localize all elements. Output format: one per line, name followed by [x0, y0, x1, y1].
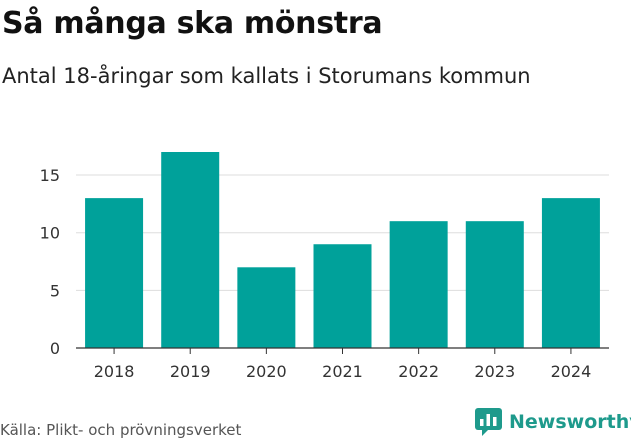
y-tick-label-10: 10: [40, 224, 60, 243]
y-tick-label-0: 0: [50, 339, 60, 358]
x-tick-label-2018: 2018: [94, 362, 135, 381]
bar-2020: [237, 267, 296, 348]
newsworthy-logo-icon: [475, 408, 502, 436]
x-tick-label-2022: 2022: [398, 362, 439, 381]
chart-title: Så många ska mönstra: [2, 6, 383, 41]
bar-2023: [465, 221, 524, 348]
x-tick-label-2023: 2023: [474, 362, 515, 381]
x-tick-label-2024: 2024: [551, 362, 592, 381]
x-tick-label-2020: 2020: [246, 362, 287, 381]
bar-2019: [161, 152, 220, 348]
newsworthy-logo: Newsworthy: [475, 407, 631, 437]
x-tick-labels: 2018 2019 2020 2021 2022 2023 2024: [94, 362, 592, 381]
bar-2018: [85, 198, 144, 348]
x-axis: [76, 347, 609, 354]
brand-name: Newsworthy: [509, 411, 631, 433]
y-tick-label-15: 15: [40, 166, 60, 185]
x-tick-label-2019: 2019: [170, 362, 211, 381]
x-tick-label-2021: 2021: [322, 362, 363, 381]
bar-2024: [541, 198, 600, 348]
bar-2021: [313, 244, 372, 348]
source-note: Källa: Plikt- och prövningsverket: [0, 421, 242, 439]
y-tick-label-5: 5: [50, 281, 60, 300]
chart-subtitle: Antal 18-åringar som kallats i Storumans…: [2, 64, 531, 88]
y-tick-labels: 0 5 10 15: [40, 166, 60, 358]
bars: [85, 152, 600, 348]
bar-2022: [389, 221, 448, 348]
